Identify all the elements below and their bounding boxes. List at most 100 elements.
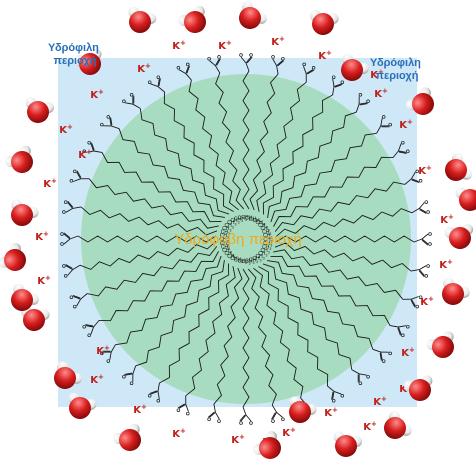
potassium-ion: K+ — [35, 230, 49, 243]
hydrocarbon-tail-icon — [253, 267, 304, 398]
methyl-group-label: CH3 — [241, 259, 250, 266]
hydrocarbon-tail-icon — [242, 70, 250, 210]
water-molecule-icon — [11, 283, 39, 311]
surfactant-chain — [270, 255, 410, 338]
carboxylate-head-icon — [100, 115, 120, 130]
methyl-group-label: CH3 — [238, 259, 247, 266]
surfactant-chain — [267, 93, 370, 218]
surfactant-chain — [239, 53, 253, 210]
methyl-group-label: CH3 — [230, 256, 239, 263]
carboxylate-head-icon — [100, 344, 116, 363]
carboxylate-head-icon — [376, 115, 392, 134]
carboxylate-head-icon — [411, 200, 430, 214]
potassium-ion: K+ — [43, 177, 57, 190]
methyl-group-label: CH3 — [222, 226, 231, 233]
carboxylate-head-icon — [176, 395, 190, 416]
methyl-group-label: CH3 — [230, 218, 239, 225]
hydrocarbon-tail-icon — [274, 242, 412, 272]
hydrocarbon-tail-icon — [273, 156, 394, 227]
hydrophilic-label-left-line2: περιοχή — [54, 55, 97, 67]
hydrocarbon-tail-icon — [213, 267, 243, 405]
water-molecule-icon — [239, 1, 267, 29]
hydrocarbon-tail-icon — [87, 246, 218, 297]
water-molecule-icon — [5, 145, 33, 173]
hydrocarbon-tail-icon — [258, 266, 329, 387]
carboxylate-head-icon — [239, 406, 253, 425]
hydrocarbon-tail-icon — [242, 268, 250, 408]
water-molecule-icon — [442, 277, 470, 305]
water-molecule-icon — [309, 10, 339, 35]
methyl-group-label: CH3 — [252, 256, 261, 263]
water-molecule-icon — [341, 53, 369, 81]
surfactant-chain — [275, 232, 432, 246]
carboxylate-head-icon — [60, 232, 79, 246]
carboxylate-head-icon — [389, 324, 410, 338]
water-molecule-icon — [178, 5, 206, 33]
carboxylate-head-icon — [271, 404, 285, 423]
methyl-group-label: CH3 — [249, 258, 258, 265]
water-molecule-icon — [113, 423, 141, 451]
water-molecule-icon — [444, 224, 474, 249]
methyl-group-label: CH3 — [227, 220, 236, 227]
hydrocarbon-tail-icon — [88, 178, 219, 229]
carboxylate-head-icon — [82, 140, 103, 154]
hydrocarbon-tail-icon — [262, 263, 353, 370]
hydrophilic-label-left: Υδρόφιλη περιοχή — [48, 42, 102, 67]
potassium-ion: K+ — [363, 420, 377, 433]
hydrocarbon-tail-icon — [77, 235, 217, 243]
hydrocarbon-tail-icon — [139, 108, 230, 215]
methyl-group-label: CH3 — [249, 216, 258, 223]
carboxylate-head-icon — [351, 369, 370, 385]
carboxylate-head-icon — [69, 293, 88, 309]
carboxylate-head-icon — [355, 93, 370, 113]
methyl-group-label: CH3 — [261, 226, 270, 233]
potassium-ion: K+ — [420, 295, 434, 308]
surfactant-chain — [207, 55, 245, 210]
carboxylate-head-icon — [271, 55, 285, 75]
surfactant-chain — [262, 263, 370, 385]
carboxylate-head-icon — [413, 232, 432, 246]
methyl-group-label: CH3 — [263, 241, 272, 248]
hydrocarbon-tail-icon — [275, 235, 415, 243]
water-molecule-icon — [406, 87, 434, 115]
hydrocarbon-tail-icon — [273, 249, 404, 300]
carboxylate-head-icon — [410, 264, 430, 278]
water-molecule-icon — [333, 431, 363, 457]
carboxylate-head-icon — [392, 140, 410, 158]
surfactant-chain — [207, 267, 243, 423]
carboxylate-head-icon — [147, 75, 165, 93]
surfactant-chain — [82, 140, 222, 223]
hydrocarbon-tail-icon — [118, 128, 225, 218]
hydrocarbon-tail-icon — [115, 255, 222, 346]
potassium-ion: K+ — [172, 39, 186, 52]
surfactant-chain — [239, 268, 253, 425]
hydrocarbon-tail-icon — [270, 255, 391, 326]
water-molecule-icon — [25, 97, 55, 123]
methyl-group-label: CH3 — [221, 245, 230, 252]
hydrophilic-label-right-line1: Υδρόφιλη — [370, 57, 421, 69]
methyl-group-label: CH3 — [241, 215, 250, 222]
surfactant-chain — [274, 242, 430, 278]
methyl-group-label: CH3 — [220, 241, 229, 248]
potassium-ion: K+ — [418, 164, 432, 177]
methyl-group-label: CH3 — [258, 223, 267, 230]
water-molecule-icon — [403, 375, 433, 401]
potassium-ion: K+ — [231, 433, 245, 446]
water-molecule-icon — [11, 199, 39, 226]
surfactant-chain — [69, 246, 218, 309]
water-molecule-icon — [54, 361, 82, 389]
carboxylate-head-icon — [122, 93, 141, 109]
hydrocarbon-tail-icon — [98, 251, 219, 322]
water-molecule-icon — [128, 6, 157, 33]
methyl-group-label: CH3 — [245, 259, 254, 266]
hydrocarbon-tail-icon — [159, 263, 230, 384]
surfactant-chain — [267, 260, 392, 363]
carboxylate-head-icon — [207, 403, 221, 423]
hydrocarbon-tail-icon — [163, 91, 234, 212]
hydrocarbon-tail-icon — [262, 94, 333, 215]
methyl-group-label: CH3 — [261, 248, 270, 255]
carboxylate-head-icon — [404, 169, 423, 185]
hydrocarbon-tail-icon — [79, 240, 217, 270]
